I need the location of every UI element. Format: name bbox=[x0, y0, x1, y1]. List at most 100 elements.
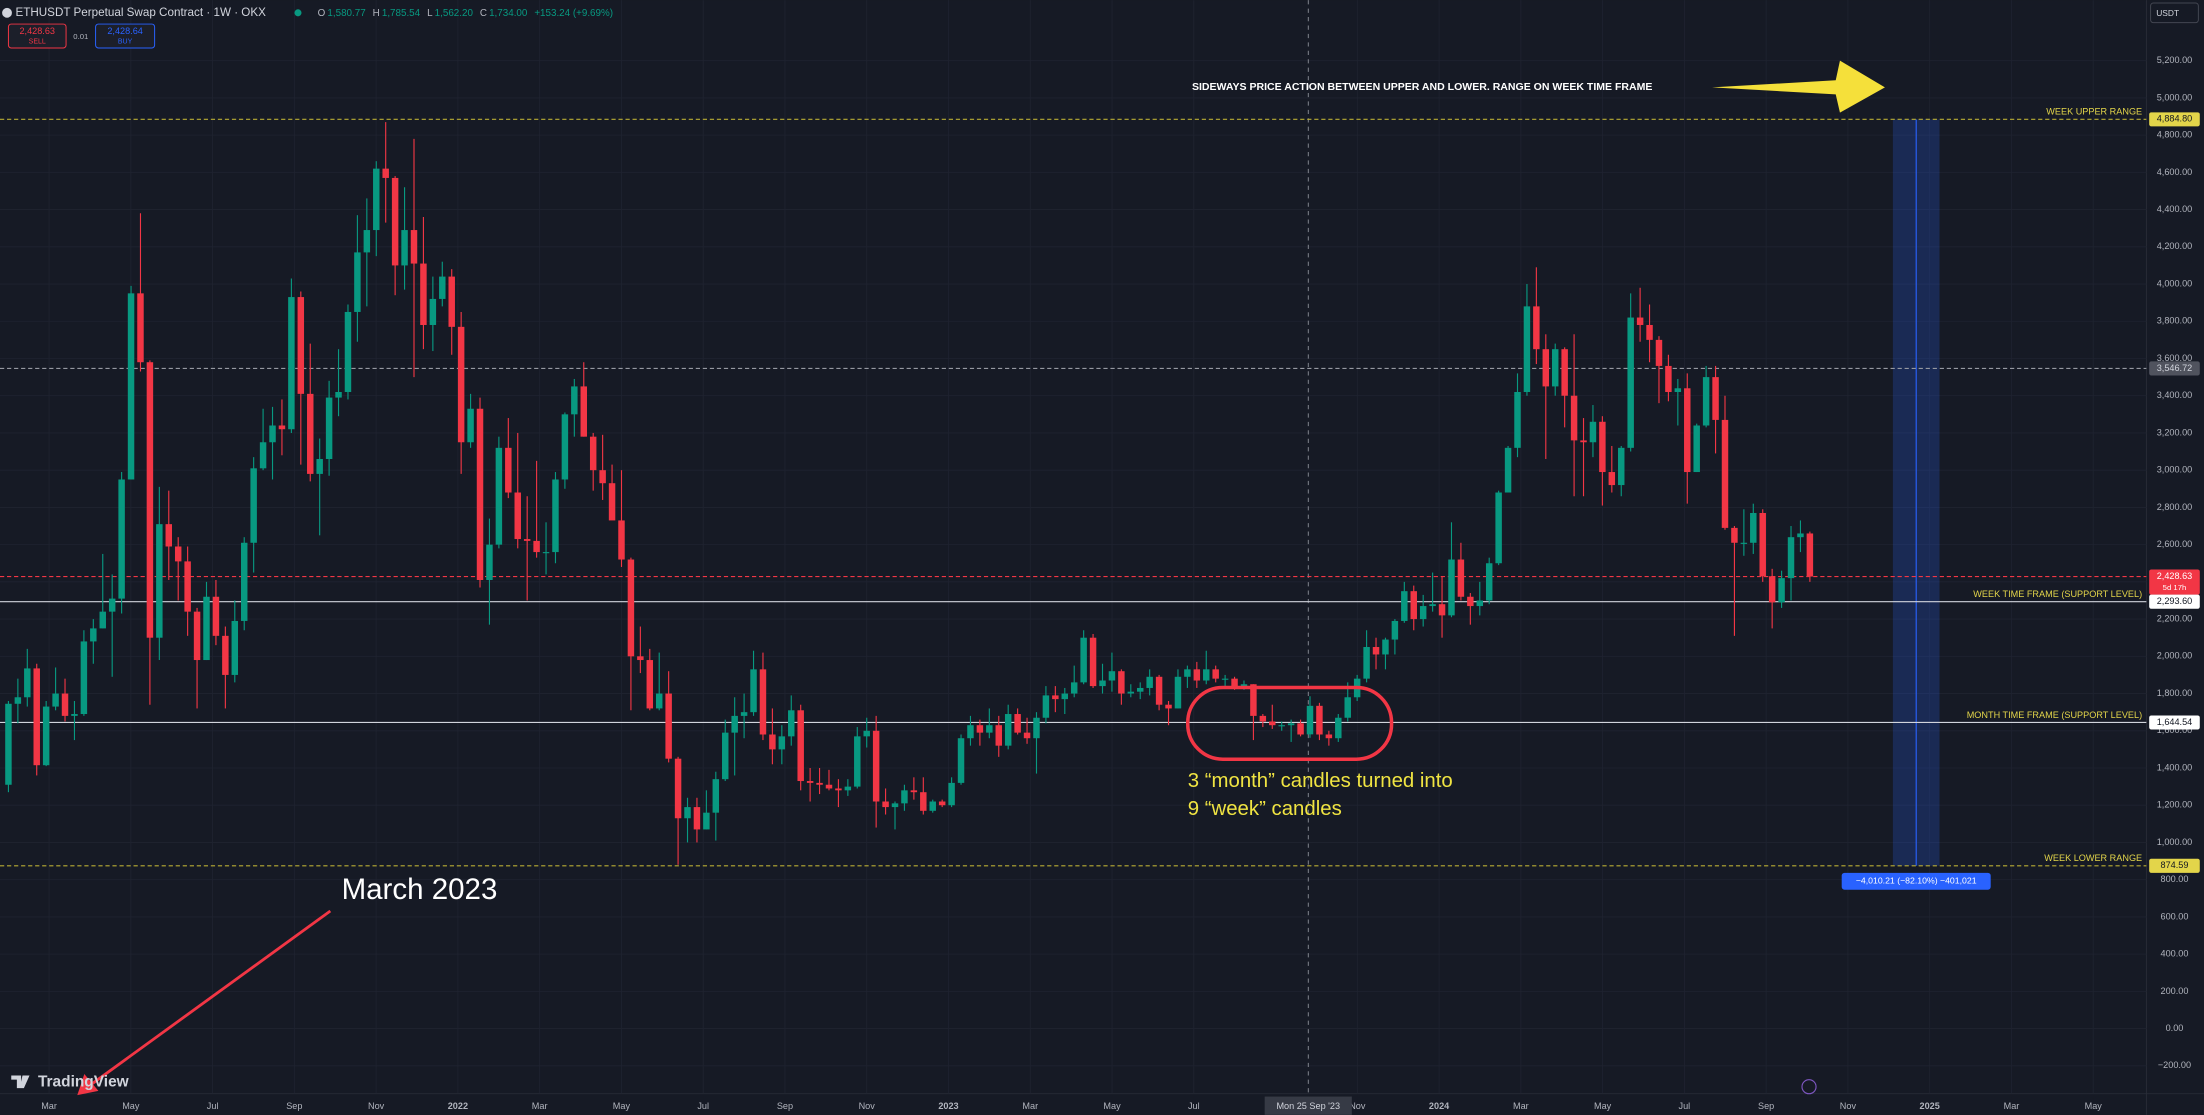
candle-body bbox=[439, 276, 446, 299]
y-tick-label: 600.00 bbox=[2161, 911, 2189, 921]
y-tick-label: 2,800.00 bbox=[2157, 502, 2193, 512]
buy-button[interactable] bbox=[95, 23, 156, 49]
candle-body bbox=[788, 710, 795, 737]
candle-body bbox=[1372, 647, 1380, 655]
x-tick-label: May bbox=[1594, 1101, 1612, 1111]
candle-body bbox=[1174, 676, 1182, 709]
candle-body bbox=[665, 693, 672, 759]
candle-body bbox=[910, 790, 918, 793]
note-text: 9 “week” candles bbox=[1188, 798, 1342, 820]
candle-body bbox=[1061, 693, 1069, 700]
sell-button[interactable] bbox=[7, 23, 67, 49]
candle-body bbox=[674, 758, 682, 819]
candle-body bbox=[165, 524, 173, 547]
sell-price: 2,428.63 bbox=[19, 26, 55, 36]
x-tick-label: Nov bbox=[1349, 1101, 1366, 1111]
candle-body bbox=[71, 714, 78, 716]
candle-body bbox=[1127, 691, 1135, 694]
measure-label: −4,010.21 (−82.10%) −401,021 bbox=[1856, 876, 1977, 886]
candle-body bbox=[1118, 671, 1125, 694]
y-tick-label: 0.00 bbox=[2166, 1023, 2184, 1033]
quantity: 0.01 bbox=[73, 32, 88, 41]
candle-body bbox=[684, 807, 691, 819]
candle-body bbox=[731, 715, 738, 733]
sell-label: SELL bbox=[29, 38, 46, 45]
candle-body bbox=[891, 803, 899, 808]
candle-body bbox=[61, 693, 69, 716]
x-tick-label: Jul bbox=[697, 1101, 709, 1111]
x-tick-label: Mar bbox=[1513, 1101, 1529, 1111]
candle-body bbox=[1599, 421, 1606, 473]
candle-body bbox=[212, 596, 220, 636]
price-tag-label: 3,546.72 bbox=[2157, 363, 2193, 373]
candle-body bbox=[929, 801, 936, 811]
candle-body bbox=[108, 598, 116, 612]
candle-body bbox=[1033, 717, 1040, 739]
y-tick-label: 4,200.00 bbox=[2157, 241, 2193, 251]
candle-body bbox=[127, 293, 135, 480]
replay-icon[interactable] bbox=[1801, 1079, 1817, 1095]
candle-body bbox=[52, 693, 59, 707]
ohlc-key: O bbox=[318, 7, 326, 18]
candle-body bbox=[1259, 715, 1267, 722]
price-tag bbox=[2149, 112, 2200, 127]
candle-body bbox=[948, 782, 955, 806]
candle-body bbox=[146, 362, 154, 638]
candle-body bbox=[872, 730, 880, 802]
candle-body bbox=[637, 656, 644, 661]
candle-body bbox=[1410, 591, 1417, 620]
currency-selector[interactable] bbox=[2150, 2, 2199, 24]
candle-body bbox=[457, 326, 465, 443]
candle-body bbox=[646, 660, 654, 709]
level-text: WEEK TIME FRAME (SUPPORT LEVEL) bbox=[1973, 589, 2142, 599]
y-tick-label: 400.00 bbox=[2161, 949, 2189, 959]
candle-body bbox=[589, 436, 597, 471]
x-tick-label: May bbox=[613, 1101, 631, 1111]
candle-body bbox=[1485, 563, 1493, 601]
candle-body bbox=[1042, 695, 1050, 718]
candle-body bbox=[184, 561, 191, 612]
x-tick-label: Mar bbox=[532, 1101, 548, 1111]
x-tick-label: 2025 bbox=[1920, 1101, 1940, 1111]
candle-body bbox=[467, 408, 474, 443]
candle-body bbox=[278, 425, 286, 430]
y-tick-label: 3,200.00 bbox=[2157, 427, 2193, 437]
price-tag-label: 874.59 bbox=[2161, 860, 2189, 870]
price-tag bbox=[2149, 715, 2200, 730]
sideways-text: SIDEWAYS PRICE ACTION BETWEEN UPPER AND … bbox=[1192, 81, 1652, 93]
candle-body bbox=[1476, 600, 1484, 607]
candle-body bbox=[33, 668, 40, 766]
candle-body bbox=[1316, 705, 1323, 735]
highlight-ellipse bbox=[1185, 685, 1394, 761]
candles bbox=[5, 122, 1814, 865]
candle-body bbox=[495, 447, 503, 545]
candle-body bbox=[1806, 533, 1814, 577]
candle-body bbox=[401, 230, 408, 266]
candle-body bbox=[505, 447, 512, 493]
candle-body bbox=[920, 792, 927, 811]
candle-body bbox=[222, 635, 229, 675]
candle-body bbox=[863, 730, 870, 737]
candle-body bbox=[1391, 620, 1399, 640]
candle-body bbox=[1448, 559, 1455, 616]
y-tick-label: 1,400.00 bbox=[2157, 762, 2193, 772]
y-tick-label: 3,000.00 bbox=[2157, 465, 2193, 475]
candle-body bbox=[137, 293, 144, 363]
candle-body bbox=[533, 540, 540, 553]
candle-body bbox=[693, 807, 701, 830]
candle-body bbox=[1184, 669, 1191, 677]
candle-body bbox=[1221, 678, 1229, 680]
y-tick-label: 200.00 bbox=[2161, 986, 2189, 996]
candle-body bbox=[5, 703, 12, 785]
candle-body bbox=[1504, 447, 1512, 493]
candle-body bbox=[1193, 669, 1201, 681]
candle-body bbox=[1080, 637, 1087, 683]
candle-body bbox=[1693, 425, 1700, 473]
candle-body bbox=[1674, 388, 1682, 392]
candle-body bbox=[1608, 472, 1616, 486]
y-tick-label: 1,800.00 bbox=[2157, 688, 2193, 698]
candle-body bbox=[42, 706, 50, 766]
candle-body bbox=[1570, 395, 1578, 441]
candle-body bbox=[1533, 306, 1540, 350]
